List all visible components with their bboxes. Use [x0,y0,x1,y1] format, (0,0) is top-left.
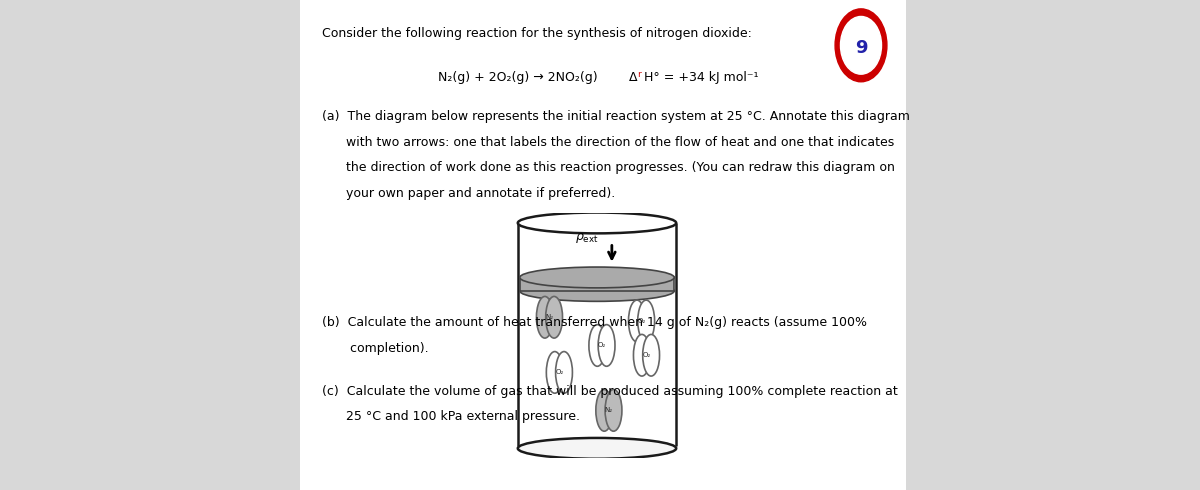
Text: Δ: Δ [629,71,637,84]
Text: (a)  The diagram below represents the initial reaction system at 25 °C. Annotate: (a) The diagram below represents the ini… [322,110,910,123]
Text: N₂: N₂ [605,407,613,414]
Text: $\rho_{\mathrm{ext}}$: $\rho_{\mathrm{ext}}$ [575,231,599,245]
Text: O₂: O₂ [556,369,564,375]
Text: completion).: completion). [322,342,428,355]
Circle shape [835,9,887,82]
Ellipse shape [518,213,677,233]
Ellipse shape [520,267,674,288]
Text: O₂: O₂ [642,352,650,358]
Text: 25 °C and 100 kPa external pressure.: 25 °C and 100 kPa external pressure. [322,410,580,423]
Text: Consider the following reaction for the synthesis of nitrogen dioxide:: Consider the following reaction for the … [322,27,751,40]
Circle shape [556,352,572,393]
Text: the direction of work done as this reaction progresses. (You can redraw this dia: the direction of work done as this react… [322,161,894,174]
Text: with two arrows: one that labels the direction of the flow of heat and one that : with two arrows: one that labels the dir… [322,136,894,149]
Text: your own paper and annotate if preferred).: your own paper and annotate if preferred… [322,187,614,200]
Text: N₂(g) + 2O₂(g) → 2NO₂(g): N₂(g) + 2O₂(g) → 2NO₂(g) [438,71,598,84]
Text: 9: 9 [854,39,868,57]
Text: O₂: O₂ [598,343,606,348]
Text: r: r [637,70,641,78]
Circle shape [596,390,613,431]
Text: (c)  Calculate the volume of gas that will be produced assuming 100% complete re: (c) Calculate the volume of gas that wil… [322,385,898,398]
Text: (b)  Calculate the amount of heat transferred when 14 g of N₂(g) reacts (assume : (b) Calculate the amount of heat transfe… [322,316,866,329]
Circle shape [546,296,563,338]
Text: H° = +34 kJ mol⁻¹: H° = +34 kJ mol⁻¹ [644,71,758,84]
Circle shape [643,335,660,376]
Bar [520,277,674,291]
Circle shape [536,296,553,338]
Text: Δ: Δ [629,70,637,83]
Circle shape [840,17,882,74]
Circle shape [637,300,654,342]
Text: N₂: N₂ [546,314,553,320]
Circle shape [598,325,614,367]
Text: O₂: O₂ [637,318,646,324]
Circle shape [589,325,606,367]
Ellipse shape [518,438,677,459]
Circle shape [634,335,650,376]
Circle shape [546,352,563,393]
Ellipse shape [520,280,674,301]
Circle shape [629,300,646,342]
Circle shape [605,390,622,431]
